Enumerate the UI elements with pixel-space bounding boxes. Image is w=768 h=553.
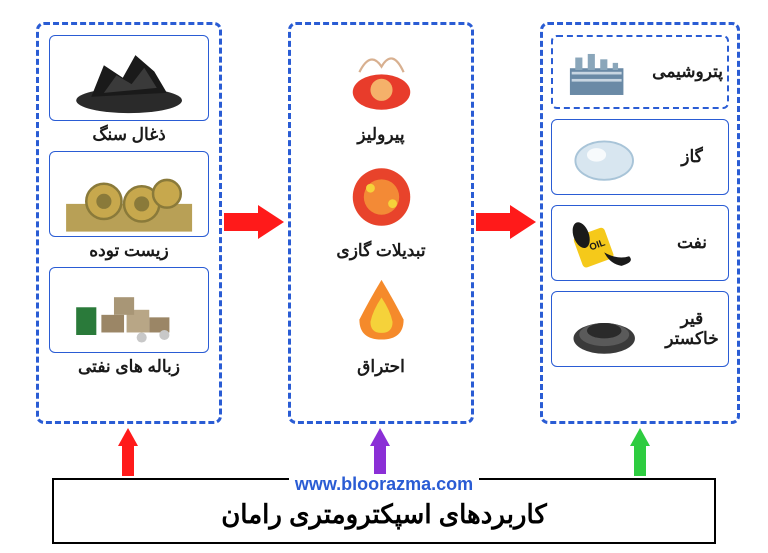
comb-image [326, 267, 436, 353]
left-item-waste: زباله های نفتی [47, 267, 211, 377]
right-item-gas: گاز [551, 119, 729, 195]
pyro-label: پیرولیز [357, 125, 404, 145]
waste-image [49, 267, 209, 353]
right-item-petro: پتروشیمی [551, 35, 729, 109]
left-item-biomass: زیست توده [47, 151, 211, 261]
mid-item-pyro: پیرولیز [326, 35, 436, 145]
coal-label: ذغال سنگ [92, 125, 165, 145]
right-item-oil: OIL نفت [551, 205, 729, 281]
biomass-image [49, 151, 209, 237]
comb-label: احتراق [357, 357, 405, 377]
left-column: ذغال سنگ زیست توده [36, 22, 222, 424]
oil-label: نفت [662, 233, 722, 253]
bottom-title-box: www.bloorazma.com کاربردهای اسپکترومتری … [52, 478, 716, 544]
right-column: پتروشیمی گاز OIL نفت [540, 22, 740, 424]
petro-label: پتروشیمی [652, 62, 723, 82]
gasif-image [326, 151, 436, 237]
mid-item-comb: احتراق [326, 267, 436, 377]
ash-label: قیر خاکستر [662, 309, 722, 350]
petro-image [557, 40, 646, 104]
mid-item-gasif: تبدیلات گازی [326, 151, 436, 261]
url-text: www.bloorazma.com [289, 474, 479, 495]
pyro-image [326, 35, 436, 121]
right-item-ash: قیر خاکستر [551, 291, 729, 367]
coal-image [49, 35, 209, 121]
ash-image [558, 297, 656, 361]
biomass-label: زیست توده [89, 241, 169, 261]
gasif-label: تبدیلات گازی [336, 241, 425, 261]
gas-label: گاز [662, 147, 722, 167]
middle-column: پیرولیز تبدیلات گازی احتراق [288, 22, 474, 424]
waste-label: زباله های نفتی [78, 357, 180, 377]
gas-image [558, 125, 656, 189]
oil-image: OIL [558, 211, 656, 275]
title-text: کاربردهای اسپکترومتری رامان [221, 499, 547, 530]
left-item-coal: ذغال سنگ [47, 35, 211, 145]
